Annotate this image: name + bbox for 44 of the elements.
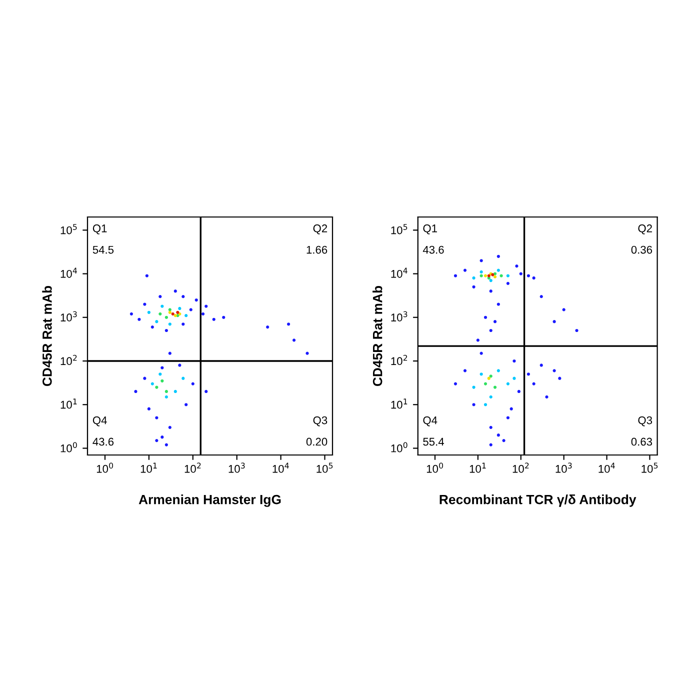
y-tick-label: 10$^{2}$ — [60, 354, 77, 366]
annotation: 55.4 — [423, 438, 444, 446]
annotation: Q4 — [92, 416, 107, 426]
x-tick-label: 10$^{5}$ — [642, 462, 658, 473]
y-axis-title: CD45R Rat mAb — [372, 286, 382, 386]
x-tick-label: 10$^{3}$ — [228, 462, 245, 473]
y-tick-label: 10$^{1}$ — [391, 398, 408, 409]
annotation: Q2 — [313, 224, 328, 234]
x-tick-label: 10$^{0}$ — [96, 462, 113, 473]
y-tick-label: 10$^{4}$ — [60, 268, 77, 278]
annotation: Q1 — [423, 224, 437, 234]
annotation: 43.6 — [422, 246, 444, 254]
annotation: Q1 — [92, 224, 107, 234]
x-tick-label: 10$^{2}$ — [184, 462, 201, 473]
y-tick-label: 10$^{1}$ — [60, 398, 77, 409]
y-axis-title: CD45R Rat mAb — [42, 286, 52, 386]
y-tick-label: 10$^{3}$ — [60, 311, 77, 322]
x-tick-label: 10$^{4}$ — [598, 462, 615, 473]
x-tick-label: 10$^{2}$ — [512, 462, 529, 473]
annotation: 0.20 — [306, 438, 328, 446]
y-tick-label: 10$^{5}$ — [60, 224, 77, 234]
annotation: 0.36 — [631, 246, 652, 254]
annotation: Q2 — [638, 224, 652, 234]
y-tick-label: 10$^{4}$ — [391, 268, 408, 278]
annotation: 1.66 — [306, 246, 328, 254]
y-tick-label: 10$^{0}$ — [60, 442, 77, 452]
annotation: Q3 — [313, 416, 328, 426]
x-tick-label: 10$^{5}$ — [316, 462, 333, 473]
y-tick-label: 10$^{0}$ — [391, 442, 408, 452]
y-tick-label: 10$^{2}$ — [391, 354, 408, 366]
annotation: 0.63 — [631, 438, 652, 446]
x-axis-title: Armenian Hamster IgG — [138, 494, 281, 507]
annotation: Q3 — [638, 416, 652, 426]
x-tick-label: 10$^{1}$ — [470, 462, 486, 473]
x-tick-label: 10$^{3}$ — [556, 462, 572, 473]
annotation: 54.5 — [92, 246, 114, 254]
x-tick-label: 10$^{4}$ — [272, 462, 289, 473]
annotation: 43.6 — [92, 438, 114, 446]
y-tick-label: 10$^{3}$ — [391, 311, 408, 322]
x-tick-label: 10$^{1}$ — [140, 462, 157, 473]
annotation: Q4 — [423, 416, 438, 426]
x-tick-label: 10$^{0}$ — [426, 462, 443, 473]
y-tick-label: 10$^{5}$ — [391, 224, 408, 234]
x-axis-title: Recombinant TCR γ/δ Antibody — [440, 494, 636, 507]
